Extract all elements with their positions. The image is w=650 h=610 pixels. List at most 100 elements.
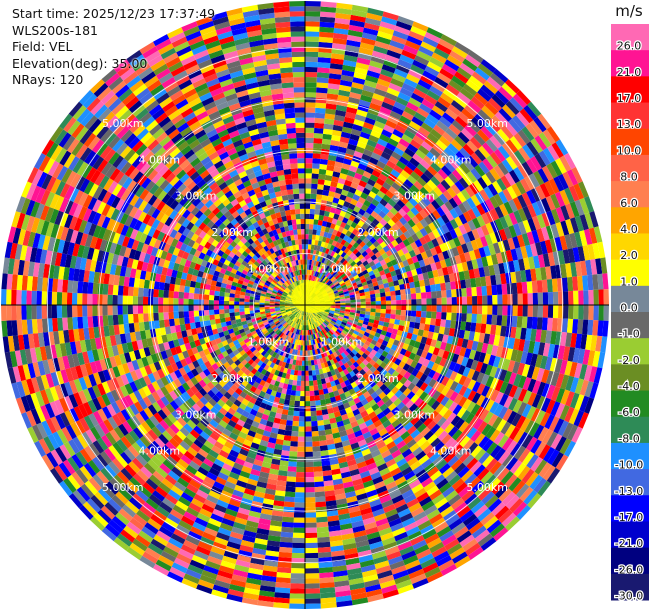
- velocity-cell: [578, 305, 584, 320]
- velocity-cell: [414, 55, 430, 66]
- velocity-cell: [307, 274, 310, 280]
- velocity-cell: [357, 349, 365, 356]
- velocity-cell: [376, 160, 387, 169]
- velocity-cell: [503, 370, 513, 384]
- velocity-cell: [466, 313, 472, 323]
- velocity-cell: [509, 136, 523, 151]
- velocity-cell: [373, 285, 380, 291]
- velocity-cell: [290, 583, 305, 589]
- velocity-cell: [476, 314, 483, 324]
- velocity-cell: [537, 342, 546, 356]
- velocity-cell: [340, 302, 346, 305]
- velocity-cell: [439, 357, 447, 367]
- velocity-cell: [375, 301, 381, 305]
- velocity-cell: [391, 223, 400, 232]
- velocity-cell: [582, 275, 589, 291]
- velocity-cell: [309, 208, 316, 215]
- velocity-cell: [494, 111, 509, 126]
- velocity-cell: [305, 472, 314, 478]
- velocity-cell: [315, 92, 328, 99]
- velocity-cell: [374, 194, 383, 203]
- velocity-cell: [355, 251, 362, 258]
- velocity-cell: [369, 236, 377, 244]
- velocity-cell: [448, 172, 459, 184]
- velocity-cell: [492, 180, 503, 194]
- velocity-cell: [387, 367, 396, 376]
- velocity-cell: [588, 227, 598, 244]
- velocity-cell: [316, 256, 321, 262]
- velocity-cell: [394, 211, 403, 221]
- velocity-cell: [326, 93, 339, 100]
- velocity-cell: [587, 319, 594, 336]
- velocity-cell: [383, 267, 391, 275]
- velocity-cell: [432, 209, 441, 220]
- velocity-cell: [539, 240, 548, 255]
- velocity-cell: [364, 254, 371, 261]
- velocity-cell: [446, 412, 457, 423]
- velocity-cell: [589, 211, 599, 228]
- velocity-cell: [466, 260, 474, 271]
- velocity-cell: [416, 253, 424, 262]
- velocity-cell: [349, 252, 356, 259]
- velocity-cell: [385, 353, 393, 361]
- velocity-cell: [484, 234, 493, 246]
- velocity-cell: [472, 217, 481, 229]
- velocity-cell: [305, 239, 309, 245]
- velocity-cell: [563, 305, 569, 319]
- velocity-cell: [559, 438, 572, 455]
- velocity-cell: [378, 210, 387, 219]
- velocity-cell: [316, 77, 329, 84]
- velocity-cell: [494, 90, 510, 105]
- velocity-cell: [410, 287, 416, 294]
- velocity-cell: [504, 383, 514, 396]
- velocity-cell: [419, 364, 427, 374]
- velocity-cell: [536, 228, 545, 243]
- velocity-cell: [415, 286, 421, 294]
- velocity-cell: [325, 265, 330, 271]
- velocity-cell: [505, 79, 520, 94]
- velocity-cell: [577, 348, 586, 364]
- velocity-cell: [346, 39, 361, 48]
- velocity-cell: [478, 247, 487, 258]
- velocity-cell: [522, 390, 532, 404]
- velocity-cell: [391, 194, 400, 204]
- velocity-cell: [487, 295, 493, 305]
- velocity-cell: [426, 90, 441, 101]
- velocity-cell: [373, 147, 384, 156]
- velocity-cell: [408, 352, 417, 361]
- velocity-cell: [350, 14, 367, 23]
- velocity-cell: [375, 214, 383, 223]
- velocity-cell: [316, 245, 321, 252]
- velocity-cell: [332, 325, 338, 331]
- velocity-cell: [376, 190, 386, 199]
- velocity-cell: [419, 279, 426, 287]
- velocity-cell: [525, 328, 532, 341]
- velocity-cell: [286, 415, 294, 421]
- velocity-cell: [424, 31, 441, 44]
- velocity-cell: [570, 333, 578, 348]
- velocity-cell: [445, 319, 452, 328]
- velocity-cell: [436, 393, 446, 404]
- velocity-cell: [295, 487, 305, 493]
- velocity-cell: [403, 222, 412, 231]
- velocity-cell: [532, 380, 542, 394]
- velocity-cell: [369, 290, 376, 295]
- velocity-cell: [481, 256, 489, 268]
- velocity-cell: [492, 294, 498, 305]
- velocity-cell: [491, 284, 498, 296]
- velocity-cell: [502, 294, 508, 305]
- velocity-cell: [439, 243, 447, 253]
- velocity-cell: [466, 197, 477, 209]
- velocity-cell: [501, 453, 514, 468]
- velocity-cell: [401, 305, 407, 311]
- velocity-cell: [387, 360, 395, 368]
- velocity-cell: [314, 491, 326, 498]
- velocity-cell: [299, 411, 305, 417]
- velocity-cell: [305, 31, 320, 37]
- velocity-cell: [319, 445, 328, 452]
- velocity-cell: [328, 312, 334, 316]
- velocity-cell: [313, 466, 323, 472]
- velocity-cell: [322, 314, 328, 318]
- velocity-cell: [417, 329, 424, 337]
- velocity-cell: [287, 466, 297, 472]
